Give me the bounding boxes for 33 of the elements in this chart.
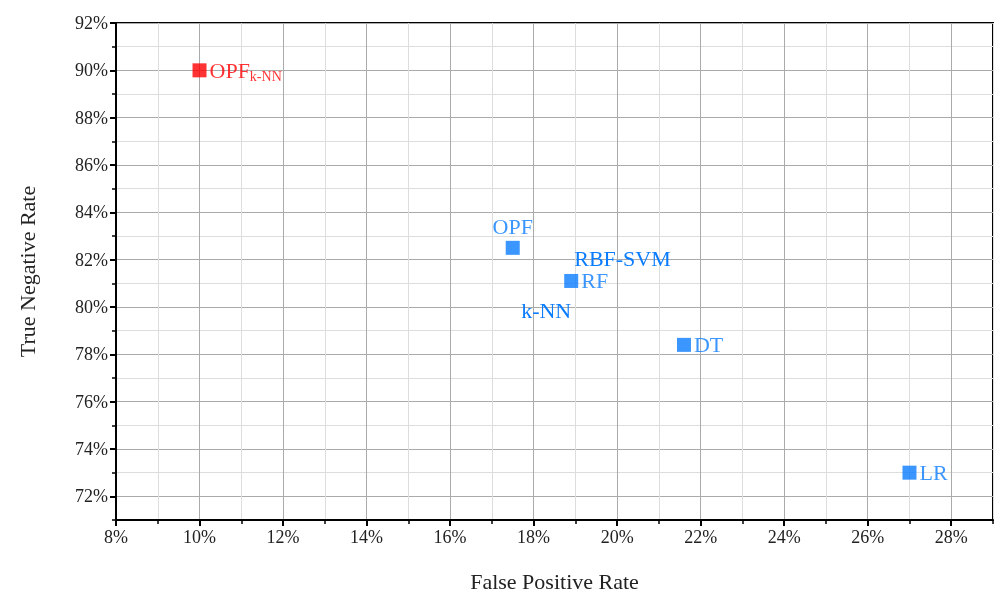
x-tick-label: 24% (767, 527, 801, 547)
x-tick-label: 20% (600, 527, 634, 547)
series-label: LR (919, 460, 948, 486)
series-label: OPF (492, 214, 533, 240)
x-tick-label: 10% (183, 527, 217, 547)
y-tick-label: 92% (75, 13, 108, 33)
y-tick-label: 88% (75, 107, 108, 128)
x-tick-label: 12% (266, 527, 300, 547)
y-tick-label: 80% (75, 297, 108, 317)
series-label: DT (693, 332, 724, 358)
y-axis-title: True Negative Rate (14, 185, 40, 358)
point (902, 465, 917, 480)
y-tick-label: 78% (75, 344, 108, 365)
point (676, 337, 691, 352)
x-tick-label: 8% (104, 527, 128, 547)
point (192, 63, 207, 78)
x-tick-label: 14% (350, 527, 384, 547)
y-tick-label: 86% (75, 155, 108, 175)
x-tick-label: 22% (684, 527, 718, 547)
y-tick-label: 82% (75, 249, 108, 270)
x-tick-label: 18% (517, 527, 551, 547)
x-axis-title: False Positive Rate (470, 568, 639, 594)
y-tick-label: 90% (75, 60, 108, 81)
point (505, 240, 520, 255)
annotation: k-NN (521, 298, 572, 324)
x-tick-label: 16% (433, 527, 467, 547)
x-tick-label: 26% (851, 527, 885, 547)
x-tick-label: 28% (934, 527, 968, 547)
y-tick-label: 72% (75, 486, 108, 507)
y-tick-label: 76% (75, 391, 108, 412)
point (564, 273, 579, 288)
y-tick-label: 74% (75, 439, 108, 459)
y-tick-label: 84% (75, 202, 108, 223)
